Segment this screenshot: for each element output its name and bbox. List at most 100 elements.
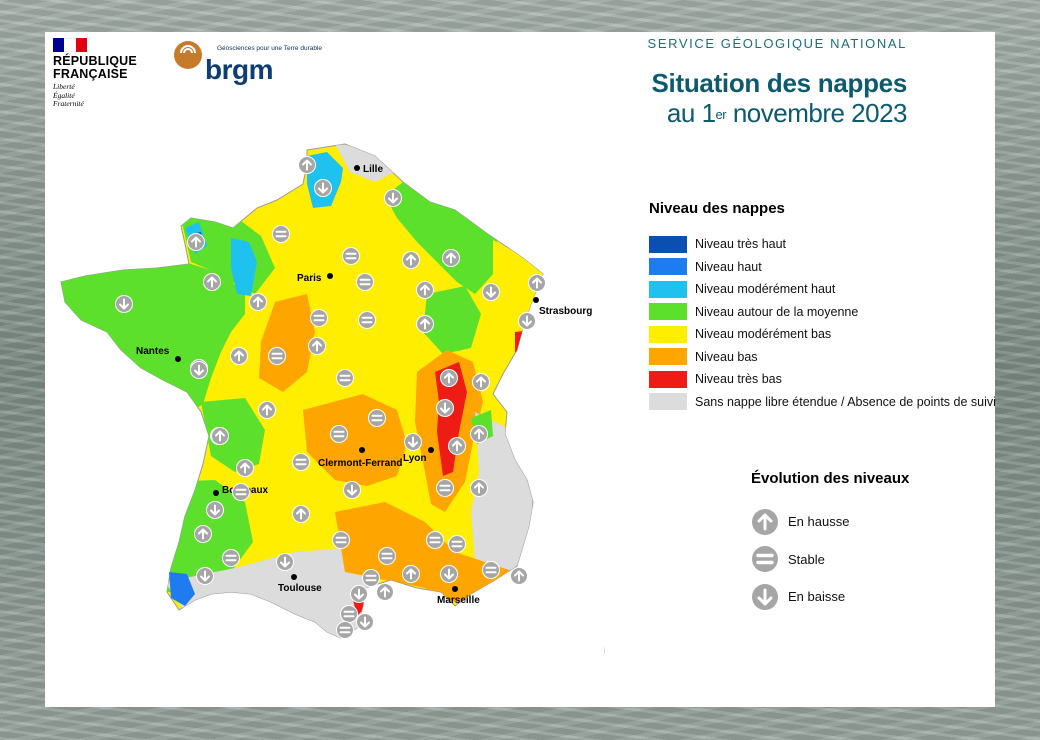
legend-label-haut: Niveau haut (695, 259, 762, 274)
legend-swatch-tres-bas (649, 370, 687, 388)
map-trend-arrow-down-icon (384, 189, 402, 207)
legend-label-tres-bas: Niveau très bas (695, 372, 782, 387)
map-trend-arrow-up-icon (440, 369, 458, 387)
map-trend-arrow-up-icon (230, 347, 248, 365)
map-trend-arrow-down-icon (115, 295, 133, 313)
map-trend-arrow-down-icon (518, 312, 536, 330)
map-trend-arrow-up-icon (211, 427, 229, 445)
map-trend-arrow-down-icon (206, 501, 224, 519)
service-label: SERVICE GÉOLOGIQUE NATIONAL (647, 36, 907, 51)
title-line1: Situation des nappes (651, 68, 908, 98)
motto-egalite: Égalité (53, 90, 75, 100)
city-paris: Paris (297, 273, 333, 284)
city-strasbourg: Strasbourg (533, 297, 592, 317)
region-northeast-green (385, 182, 497, 294)
map-trend-arrow-up-icon (510, 567, 528, 585)
evolution-item-baisse: En baisse (751, 578, 909, 616)
map-trend-arrow-up-icon (470, 479, 488, 497)
map-trend-arrow-up-icon (308, 337, 326, 355)
city-marseille: Marseille (437, 586, 480, 606)
region-southwest-gray (165, 548, 375, 638)
city-lyon: Lyon (403, 447, 434, 464)
map-trend-arrow-up-icon (298, 156, 316, 174)
legend-swatch-tres-haut (649, 235, 687, 253)
map-trend-arrow-up-icon (442, 249, 460, 267)
map-trend-arrow-down-icon (356, 613, 374, 631)
republique-francaise-logo: RÉPUBLIQUE FRANÇAISE Liberté Égalité Fra… (53, 38, 137, 109)
map-trend-equals-icon (268, 347, 286, 365)
map-trend-equals-icon (340, 605, 358, 623)
french-flag-icon (53, 38, 87, 52)
legend-swatch-sans-nappe (649, 393, 687, 411)
map-trend-equals-icon (362, 569, 380, 587)
map-trend-arrow-up-icon (470, 425, 488, 443)
title-date-sup: er (715, 107, 727, 122)
map-trend-equals-icon (292, 453, 310, 471)
map-trend-arrow-up-icon (236, 459, 254, 477)
map-trend-equals-icon (332, 531, 350, 549)
map-trend-equals-icon (448, 535, 466, 553)
region-poitou-green (201, 398, 265, 472)
map-trend-arrow-down-icon (404, 433, 422, 451)
legend-label-moderement-bas: Niveau modérément bas (695, 327, 832, 342)
city-label-nantes: Nantes (136, 346, 170, 357)
map-trend-equals-icon (356, 273, 374, 291)
legend-item-bas: Niveau bas (649, 346, 996, 369)
map-trend-arrow-up-icon (203, 273, 221, 291)
map-trend-arrow-up-icon (187, 233, 205, 251)
republique-line2: FRANÇAISE (53, 67, 128, 81)
region-lorraine-green (423, 286, 481, 354)
legend-swatch-moderement-bas (649, 325, 687, 343)
map-trend-arrow-up-icon (402, 251, 420, 269)
legend-swatch-moderement-haut (649, 280, 687, 298)
legend-item-moderement-haut: Niveau modérément haut (649, 278, 996, 301)
france-groundwater-map: Lille Paris Strasbourg Nantes Lyon Clerm… (60, 143, 605, 654)
map-trend-equals-icon (336, 369, 354, 387)
city-label-paris: Paris (297, 273, 322, 284)
map-trend-equals-icon (222, 549, 240, 567)
map-trend-equals-icon (436, 479, 454, 497)
legend-swatch-moyenne (649, 303, 687, 321)
page-title: Situation des nappes au 1er novembre 202… (652, 68, 908, 128)
legend-swatch-bas (649, 348, 687, 366)
city-label-toulouse: Toulouse (278, 583, 322, 594)
map-trend-equals-icon (358, 311, 376, 329)
map-trend-equals-icon (378, 547, 396, 565)
map-trend-equals-icon (330, 425, 348, 443)
motto-fraternite: Fraternité (53, 99, 84, 108)
map-trend-equals-icon (426, 531, 444, 549)
map-trend-arrow-up-icon (448, 437, 466, 455)
brgm-tagline: Géosciences pour une Terre durable (217, 45, 323, 52)
region-gironde-blue (169, 572, 195, 606)
legend-evolution: Évolution des niveaux En hausse Stable E… (751, 470, 909, 616)
city-nantes: Nantes (136, 346, 181, 362)
map-trend-arrow-down-icon (343, 481, 361, 499)
map-trend-arrow-up-icon (258, 401, 276, 419)
legend-item-moderement-bas: Niveau modérément bas (649, 323, 996, 346)
arrow-down-icon (752, 583, 778, 610)
city-label-clermont-ferrand: Clermont-Ferrand (318, 458, 402, 469)
evolution-item-stable: Stable (751, 541, 909, 579)
legend-label-moyenne: Niveau autour de la moyenne (695, 304, 859, 319)
legend-label-tres-haut: Niveau très haut (695, 237, 787, 252)
republique-line1: RÉPUBLIQUE (53, 54, 137, 68)
city-toulouse: Toulouse (278, 574, 322, 594)
region-bretagne-blue (231, 238, 257, 296)
legend-label-bas: Niveau bas (695, 349, 758, 364)
title-line2: au 1er novembre 2023 (652, 98, 908, 128)
legend-item-tres-haut: Niveau très haut (649, 233, 996, 256)
legend-label-moderement-haut: Niveau modérément haut (695, 282, 836, 297)
evolution-label-stable: Stable (788, 551, 825, 567)
city-lille: Lille (354, 164, 383, 175)
legend-swatch-haut (649, 258, 687, 276)
map-trend-equals-icon (482, 561, 500, 579)
map-trend-arrow-down-icon (482, 283, 500, 301)
map-trend-arrow-down-icon (196, 567, 214, 585)
map-trend-arrow-down-icon (190, 361, 208, 379)
map-trend-equals-icon (368, 409, 386, 427)
evolution-label-baisse: En baisse (788, 589, 846, 605)
city-clermont-ferrand: Clermont-Ferrand (318, 447, 402, 469)
region-rhone-red (435, 362, 467, 476)
infographic-card: RÉPUBLIQUE FRANÇAISE Liberté Égalité Fra… (45, 32, 996, 707)
region-south-orange (335, 502, 515, 602)
